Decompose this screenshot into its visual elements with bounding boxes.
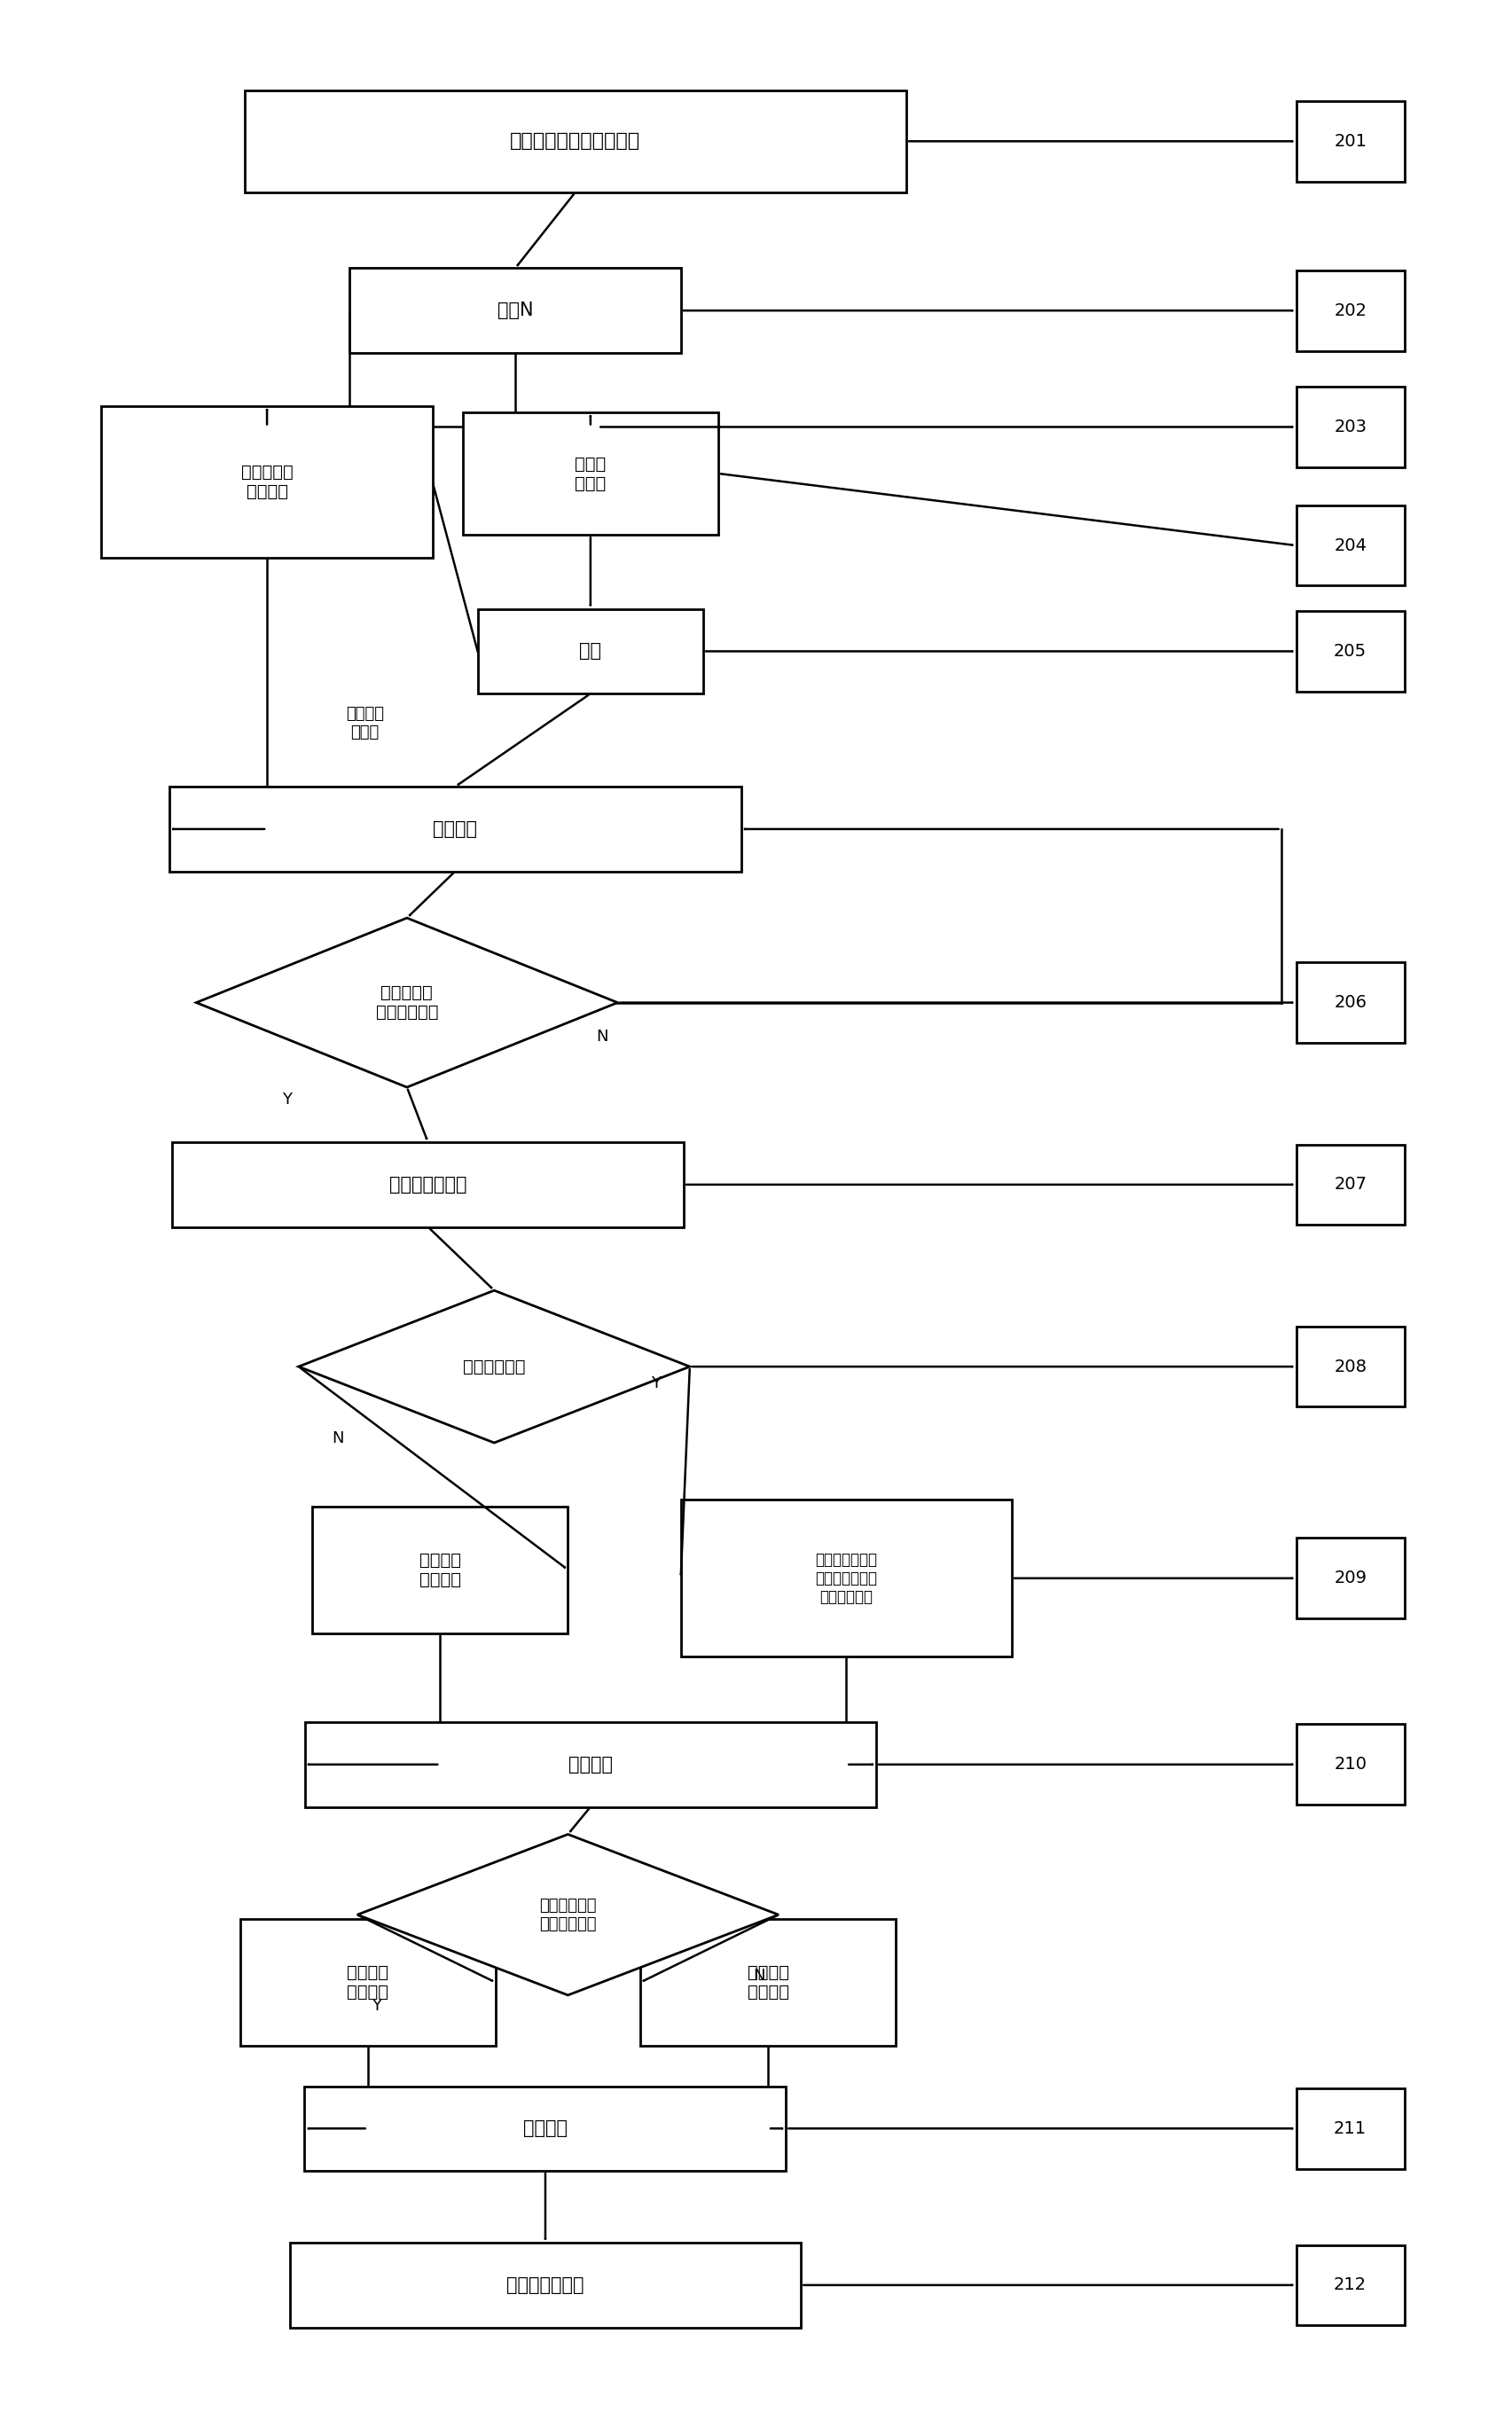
Text: 延时N: 延时N bbox=[497, 302, 534, 319]
FancyBboxPatch shape bbox=[1296, 387, 1405, 467]
FancyBboxPatch shape bbox=[1296, 1725, 1405, 1805]
FancyBboxPatch shape bbox=[240, 1919, 496, 2045]
FancyBboxPatch shape bbox=[478, 610, 703, 695]
Polygon shape bbox=[298, 1290, 689, 1442]
Text: N: N bbox=[753, 1967, 765, 1984]
Text: 产生同步
基准信号: 产生同步 基准信号 bbox=[419, 1551, 461, 1588]
Text: 计算滑
动能量: 计算滑 动能量 bbox=[575, 455, 606, 491]
Text: 寻找局部最大值: 寻找局部最大值 bbox=[389, 1176, 467, 1193]
FancyBboxPatch shape bbox=[245, 90, 907, 191]
Text: 扣除一个
时钟脉冲: 扣除一个 时钟脉冲 bbox=[346, 1965, 389, 2001]
FancyBboxPatch shape bbox=[1296, 612, 1405, 692]
FancyBboxPatch shape bbox=[290, 2243, 801, 2328]
Text: 206: 206 bbox=[1334, 995, 1367, 1012]
FancyBboxPatch shape bbox=[1296, 2088, 1405, 2168]
Text: 210: 210 bbox=[1334, 1757, 1367, 1774]
Text: 212: 212 bbox=[1334, 2277, 1367, 2294]
Text: 设置预置数，启
动计数器，产生
本地同步时钟: 设置预置数，启 动计数器，产生 本地同步时钟 bbox=[815, 1551, 877, 1604]
FancyBboxPatch shape bbox=[304, 1723, 877, 1808]
Text: 204: 204 bbox=[1334, 537, 1367, 554]
FancyBboxPatch shape bbox=[101, 407, 432, 559]
Text: 相位比较: 相位比较 bbox=[569, 1754, 612, 1774]
Text: 211: 211 bbox=[1334, 2120, 1367, 2137]
FancyBboxPatch shape bbox=[1296, 1539, 1405, 1619]
FancyBboxPatch shape bbox=[1296, 271, 1405, 351]
Text: N: N bbox=[331, 1430, 343, 1447]
Polygon shape bbox=[357, 1834, 779, 1994]
Text: 201: 201 bbox=[1334, 133, 1367, 150]
Text: Y: Y bbox=[650, 1375, 661, 1391]
Text: 计算滑动相
关绝对值: 计算滑动相 关绝对值 bbox=[240, 465, 293, 501]
Text: 205: 205 bbox=[1334, 644, 1367, 661]
Text: 208: 208 bbox=[1334, 1358, 1367, 1375]
FancyBboxPatch shape bbox=[172, 1142, 683, 1227]
Text: 大小比较: 大小比较 bbox=[432, 820, 478, 837]
Text: 位同步时钟输出: 位同步时钟输出 bbox=[507, 2277, 584, 2294]
FancyBboxPatch shape bbox=[1296, 506, 1405, 586]
FancyBboxPatch shape bbox=[349, 269, 680, 353]
Text: N: N bbox=[597, 1028, 608, 1045]
Text: 同步的起始点: 同步的起始点 bbox=[463, 1358, 526, 1375]
FancyBboxPatch shape bbox=[680, 1500, 1012, 1658]
Text: 相位调整: 相位调整 bbox=[523, 2120, 567, 2137]
Text: 定时测度
门限值: 定时测度 门限值 bbox=[346, 707, 384, 741]
FancyBboxPatch shape bbox=[640, 1919, 897, 2045]
FancyBboxPatch shape bbox=[311, 1505, 569, 1634]
Text: 相关值是否
大于门限值？: 相关值是否 大于门限值？ bbox=[375, 985, 438, 1021]
FancyBboxPatch shape bbox=[1296, 102, 1405, 182]
Text: 209: 209 bbox=[1334, 1571, 1367, 1588]
Text: 附加一个
时钟脉冲: 附加一个 时钟脉冲 bbox=[747, 1965, 789, 2001]
FancyBboxPatch shape bbox=[1296, 1145, 1405, 1225]
Text: Y: Y bbox=[372, 1999, 381, 2013]
Text: 对接收信号下变频及采样: 对接收信号下变频及采样 bbox=[510, 133, 641, 150]
Text: Y: Y bbox=[281, 1091, 292, 1108]
Text: 202: 202 bbox=[1334, 302, 1367, 319]
FancyBboxPatch shape bbox=[169, 786, 741, 871]
Text: 同步时钟超前
于基准信号？: 同步时钟超前 于基准信号？ bbox=[540, 1897, 597, 1931]
FancyBboxPatch shape bbox=[1296, 2246, 1405, 2326]
Polygon shape bbox=[197, 917, 617, 1087]
FancyBboxPatch shape bbox=[1296, 963, 1405, 1043]
FancyBboxPatch shape bbox=[463, 411, 718, 535]
Text: 相乘: 相乘 bbox=[579, 641, 602, 661]
FancyBboxPatch shape bbox=[304, 2086, 786, 2171]
Text: 207: 207 bbox=[1334, 1176, 1367, 1193]
FancyBboxPatch shape bbox=[1296, 1326, 1405, 1406]
Text: 203: 203 bbox=[1334, 419, 1367, 436]
